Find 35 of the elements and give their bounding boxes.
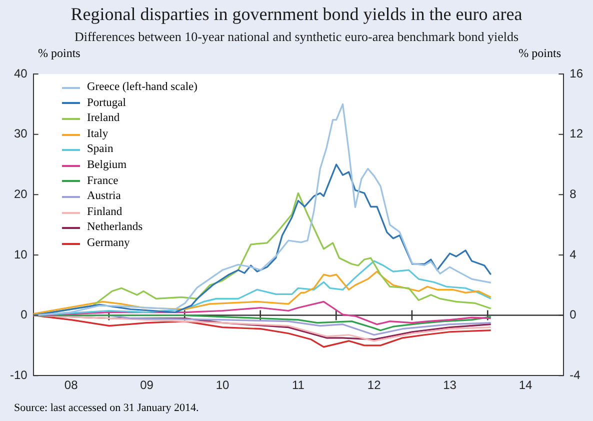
x-tick-label: 14	[518, 378, 532, 392]
y-tick-label: 40	[14, 66, 28, 80]
legend-label: Finland	[87, 204, 122, 220]
y2-tick-label: 16	[570, 66, 584, 80]
legend-label: Netherlands	[87, 220, 143, 236]
x-tick-label: 10	[216, 378, 230, 392]
y2-tick-label: 4	[570, 247, 577, 262]
legend-label: Greece (left-hand scale)	[87, 80, 198, 95]
legend-label: Germany	[87, 236, 130, 251]
legend-label: Spain	[87, 142, 114, 158]
legend-label: Portugal	[87, 96, 126, 111]
legend-label: France	[87, 174, 118, 189]
legend-label: Ireland	[87, 111, 120, 126]
legend-label: Austria	[87, 189, 121, 204]
chart-subtitle: Differences between 10-year national and synthetic euro-area benchmark bond yields	[73, 29, 520, 45]
x-tick-label: 09	[140, 378, 154, 392]
y-axis-title: % points	[38, 46, 80, 61]
y-tick-label: 30	[14, 126, 28, 141]
legend-label: Italy	[87, 126, 108, 142]
y-tick-label: 10	[14, 247, 28, 262]
y2-tick-label: -4	[570, 368, 581, 382]
x-tick-label: 12	[367, 378, 382, 392]
y-tick-label: 0	[20, 308, 28, 322]
y2-tick-label: 0	[570, 308, 577, 322]
y2-tick-label: 12	[570, 126, 584, 141]
y-tick-label: -10	[10, 368, 28, 382]
y2-axis-title: % points	[518, 46, 561, 61]
y-tick-label: 20	[14, 186, 28, 201]
chart-title: Regional disparties in government bond yields in the euro area	[70, 4, 524, 25]
legend-label: Belgium	[87, 158, 127, 173]
source-note: Source: last accessed on 31 January 2014.	[14, 402, 199, 414]
x-tick-label: 13	[443, 378, 457, 392]
y2-tick-label: 8	[570, 186, 577, 201]
x-tick-label: 11	[292, 378, 305, 392]
x-tick-label: 08	[64, 378, 78, 392]
